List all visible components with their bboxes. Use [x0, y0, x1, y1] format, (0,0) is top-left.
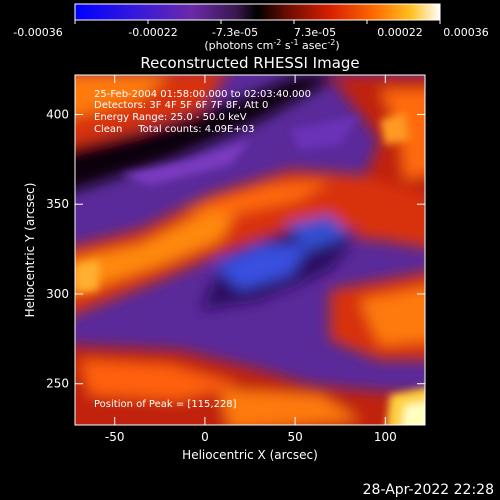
y-tick-label: 300 — [46, 287, 69, 301]
heatmap-image — [75, 75, 425, 425]
colorbar-tick-label: -0.00036 — [13, 26, 62, 39]
y-tick-label: 250 — [46, 377, 69, 391]
heatmap-bands — [75, 75, 425, 425]
annotation-clean-counts: Clean Total counts: 4.09E+03 — [94, 124, 254, 135]
y-tick-label: 350 — [46, 197, 69, 211]
x-axis-label: Heliocentric X (arcsec) — [182, 448, 318, 462]
colorbar-unit-label: (photons cm-2 s-1 asec-2) — [204, 38, 339, 53]
x-tick-label: 50 — [287, 430, 302, 444]
x-tick-label: -50 — [105, 430, 125, 444]
colorbar-tick-label: -7.3e-05 — [212, 26, 258, 39]
timestamp: 28-Apr-2022 22:28 — [363, 482, 494, 498]
colorbar: -0.00036 -0.00022 -7.3e-05 7.3e-05 0.00022 0.… — [13, 3, 489, 53]
annotation-time-range: 25-Feb-2004 01:58:00.000 to 02:03:40.000 — [94, 89, 311, 100]
colorbar-tick-label: 0.00036 — [443, 26, 489, 39]
image-annotations: 25-Feb-2004 01:58:00.000 to 02:03:40.000… — [94, 89, 311, 410]
colorbar-bar — [74, 3, 441, 21]
y-axis-ticks: 250 300 350 400 — [46, 107, 425, 391]
chart-title: Reconstructed RHESSI Image — [140, 54, 359, 72]
colorbar-tick-label: -0.00022 — [128, 26, 177, 39]
colorbar-tick-label: 0.00022 — [377, 26, 423, 39]
x-tick-label: 0 — [201, 430, 209, 444]
annotation-energy-range: Energy Range: 25.0 - 50.0 keV — [94, 112, 247, 123]
x-tick-label: 100 — [374, 430, 397, 444]
x-axis-ticks: -50 0 50 100 — [105, 75, 397, 444]
plot-frame — [74, 74, 426, 426]
y-tick-label: 400 — [46, 107, 69, 121]
colorbar-ticks: -0.00036 -0.00022 -7.3e-05 7.3e-05 0.00022 0.… — [13, 20, 489, 39]
annotation-peak-position: Position of Peak = [115,228] — [94, 399, 237, 410]
annotation-detectors: Detectors: 3F 4F 5F 6F 7F 8F, Att 0 — [94, 100, 268, 111]
colorbar-tick-label: 7.3e-05 — [294, 26, 336, 39]
heatmap-details — [75, 112, 425, 425]
y-axis-label: Heliocentric Y (arcsec) — [23, 183, 37, 318]
